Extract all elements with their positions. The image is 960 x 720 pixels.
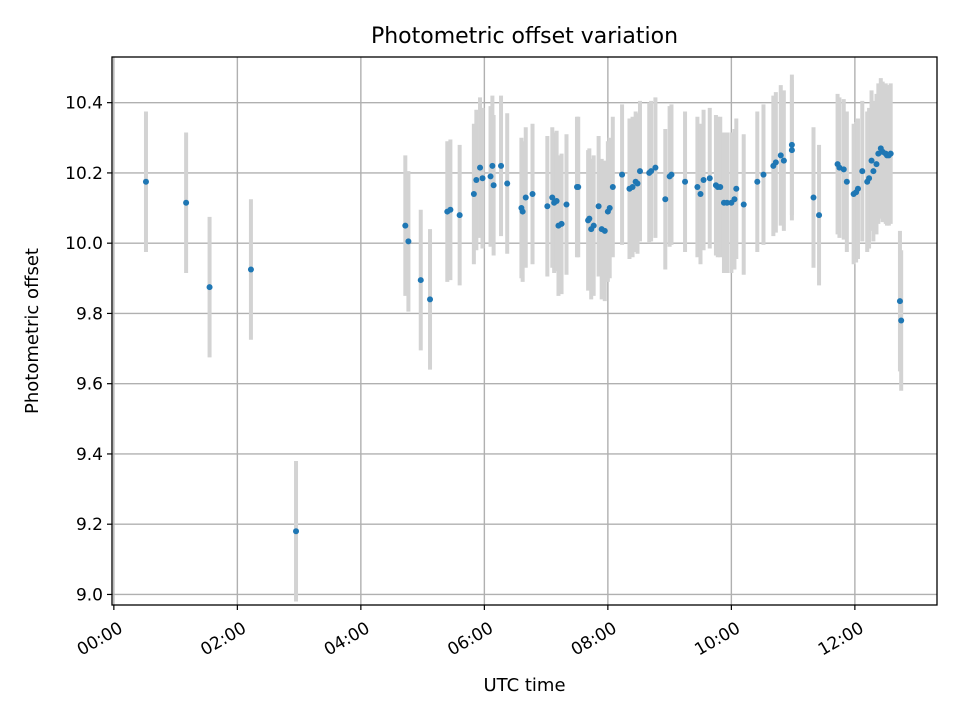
data-point bbox=[544, 203, 551, 210]
data-point bbox=[668, 171, 675, 178]
data-point bbox=[183, 199, 190, 206]
data-point bbox=[558, 220, 565, 227]
data-point bbox=[634, 180, 641, 187]
data-point bbox=[629, 183, 636, 190]
data-point bbox=[498, 162, 505, 169]
y-tick-label: 9.8 bbox=[76, 304, 103, 324]
data-point bbox=[662, 196, 669, 203]
data-point bbox=[563, 201, 570, 208]
data-point bbox=[810, 194, 817, 201]
data-point bbox=[859, 168, 866, 175]
y-tick-label: 10.0 bbox=[65, 234, 103, 254]
y-tick-label: 9.4 bbox=[76, 445, 103, 465]
data-point bbox=[652, 164, 659, 171]
data-point bbox=[896, 298, 903, 305]
data-point bbox=[575, 183, 582, 190]
data-point bbox=[648, 168, 655, 175]
data-point bbox=[590, 222, 597, 229]
data-point bbox=[700, 176, 707, 183]
data-point bbox=[619, 171, 626, 178]
data-point bbox=[724, 199, 731, 206]
data-point bbox=[697, 191, 704, 197]
data-point bbox=[490, 182, 497, 189]
data-point bbox=[477, 164, 484, 171]
data-point bbox=[780, 157, 787, 164]
data-point bbox=[873, 161, 880, 168]
data-point bbox=[595, 203, 602, 210]
data-point bbox=[487, 173, 494, 180]
data-point bbox=[142, 178, 149, 185]
data-point bbox=[247, 266, 254, 273]
y-axis-ticks: 9.0 9.2 9.4 9.6 9.8 10.0 10.2 10.4 bbox=[65, 94, 112, 605]
y-tick-label: 10.4 bbox=[65, 94, 103, 114]
data-point bbox=[417, 277, 424, 284]
data-point bbox=[479, 175, 486, 182]
data-point bbox=[788, 147, 795, 154]
data-point bbox=[754, 178, 761, 185]
data-point bbox=[840, 166, 847, 173]
x-axis-label: UTC time bbox=[483, 675, 565, 696]
data-point bbox=[706, 175, 713, 182]
data-point bbox=[402, 222, 409, 229]
y-tick-label: 9.2 bbox=[76, 515, 103, 535]
y-tick-label: 10.2 bbox=[65, 164, 103, 184]
data-point bbox=[731, 196, 738, 203]
data-point bbox=[717, 183, 724, 190]
data-point bbox=[772, 159, 779, 166]
data-point bbox=[586, 215, 593, 222]
data-point bbox=[733, 185, 740, 192]
data-point bbox=[887, 150, 894, 157]
data-point bbox=[427, 296, 434, 303]
data-point bbox=[405, 238, 412, 245]
data-point bbox=[740, 201, 747, 208]
data-point bbox=[519, 208, 526, 215]
data-point bbox=[553, 198, 560, 205]
y-tick-label: 9.6 bbox=[76, 375, 103, 395]
data-point bbox=[609, 183, 616, 190]
data-point bbox=[522, 194, 529, 201]
data-point bbox=[760, 171, 767, 178]
data-point bbox=[470, 191, 477, 197]
data-point bbox=[456, 212, 463, 219]
data-point bbox=[489, 162, 496, 169]
data-point bbox=[529, 191, 536, 197]
data-point bbox=[870, 168, 877, 175]
data-points bbox=[142, 141, 905, 535]
data-point bbox=[206, 284, 213, 291]
data-point bbox=[898, 317, 905, 324]
data-point bbox=[694, 183, 701, 190]
data-point bbox=[682, 178, 689, 185]
data-point bbox=[293, 528, 300, 535]
data-point bbox=[636, 168, 643, 175]
data-point bbox=[777, 152, 784, 159]
data-point bbox=[866, 175, 873, 182]
data-point bbox=[447, 206, 454, 213]
data-point bbox=[504, 180, 511, 187]
data-point bbox=[606, 205, 613, 212]
y-tick-label: 9.0 bbox=[76, 585, 103, 605]
data-point bbox=[843, 178, 850, 185]
data-point bbox=[868, 157, 875, 164]
y-axis-label: Photometric offset bbox=[22, 248, 43, 414]
data-point bbox=[816, 212, 823, 219]
data-point bbox=[549, 194, 556, 201]
data-point bbox=[601, 227, 608, 234]
chart-title: Photometric offset variation bbox=[371, 24, 678, 49]
data-point bbox=[473, 176, 480, 183]
data-point bbox=[854, 185, 861, 192]
plot-area-frame bbox=[111, 56, 938, 606]
data-point bbox=[788, 141, 795, 148]
